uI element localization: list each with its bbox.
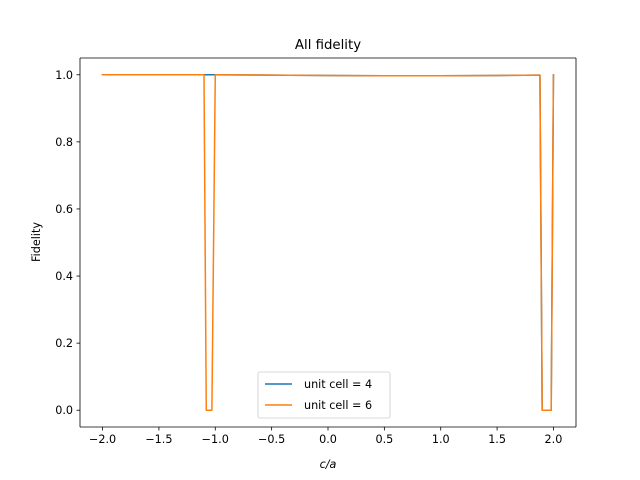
legend-label-1: unit cell = 4 <box>304 378 372 391</box>
y-tick-label: 0.0 <box>55 404 73 417</box>
y-tick-label: 0.4 <box>55 270 73 283</box>
plot-area: −2.0 −1.5 −1.0 −0.5 0.0 0.5 1.0 1.5 2.0 0.0 0.2 0.4… <box>55 57 577 446</box>
legend: unit cell = 4 unit cell = 6 <box>257 371 391 419</box>
y-tick-label: 0.6 <box>55 203 73 216</box>
y-tick-label: 1.0 <box>55 69 73 82</box>
x-axis-label: c/a <box>320 458 337 471</box>
chart-title: All fidelity <box>295 38 361 53</box>
x-tick-label: 1.5 <box>488 433 506 446</box>
x-tick-label: −0.5 <box>258 433 285 446</box>
legend-label-2: unit cell = 6 <box>304 399 372 412</box>
y-tick-label: 0.8 <box>55 136 73 149</box>
x-tick-label: 0.0 <box>319 433 337 446</box>
x-tick-label: −1.5 <box>145 433 172 446</box>
x-tick-label: 2.0 <box>545 433 563 446</box>
y-axis-label: Fidelity <box>30 222 43 262</box>
x-tick-label: 1.0 <box>432 433 450 446</box>
x-tick-label: −2.0 <box>89 433 116 446</box>
x-tick-label: 0.5 <box>375 433 393 446</box>
series-line-2 <box>101 74 555 411</box>
x-tick-label: −1.0 <box>202 433 229 446</box>
y-tick-label: 0.2 <box>55 337 73 350</box>
